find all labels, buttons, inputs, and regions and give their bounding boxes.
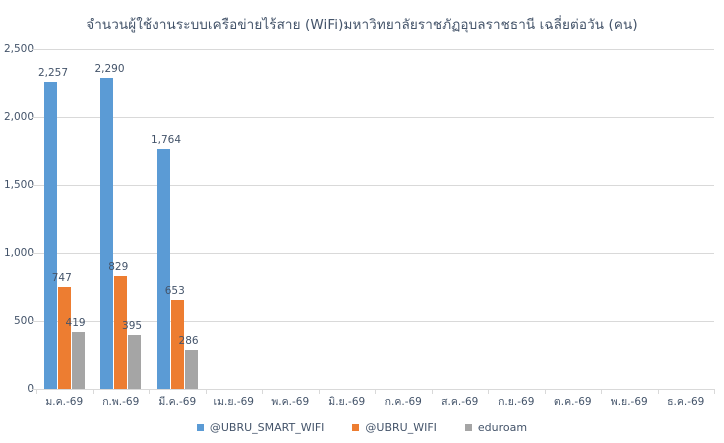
plot-area: 2,257 747 419 2,290 829 395 1,764 653 286 — [32, 49, 715, 394]
x-axis-tick — [262, 389, 263, 394]
y-axis-tick-label: 2,500 — [3, 43, 34, 55]
bar[interactable] — [57, 287, 71, 389]
y-axis-tick — [32, 253, 36, 254]
bar[interactable] — [71, 332, 85, 389]
x-axis-tick-label: ก.ย.-69 — [498, 396, 535, 408]
x-axis-tick-label: พ.ย.-69 — [610, 396, 648, 408]
x-axis-tick — [375, 389, 376, 394]
bar[interactable] — [43, 82, 57, 389]
bar[interactable] — [170, 300, 184, 389]
gridline — [36, 253, 714, 254]
bar-value-label: 2,257 — [37, 67, 68, 80]
bar-value-label: 419 — [65, 317, 86, 330]
x-axis-tick — [205, 389, 207, 394]
legend-swatch-icon — [196, 424, 204, 431]
bar-value-label: 829 — [108, 261, 129, 274]
gridline — [36, 185, 714, 186]
legend-label: eduroam — [477, 421, 528, 434]
y-axis-tick — [32, 117, 36, 118]
legend-swatch-icon — [352, 424, 360, 431]
bar[interactable] — [184, 350, 198, 389]
x-axis-tick — [488, 389, 489, 394]
y-axis-labels: 0 500 1,000 1,500 2,000 2,500 — [0, 0, 34, 443]
legend-item[interactable]: eduroam — [464, 421, 528, 434]
y-axis-tick-label: 0 — [27, 383, 34, 395]
bar-value-label: 1,764 — [150, 134, 181, 147]
y-axis-tick — [32, 389, 36, 390]
gridline — [36, 117, 714, 118]
x-axis-tick-label: ก.ค.-69 — [384, 396, 422, 408]
x-axis-tick-label: มี.ค.-69 — [158, 396, 197, 408]
chart-title: จำนวนผู้ใช้งานระบบเครือข่ายไร้สาย (WiFi)… — [86, 17, 638, 33]
x-axis-labels: ม.ค.-69 ก.พ.-69 มี.ค.-69 เม.ย.-69 พ.ค.-69 มิ.… — [36, 393, 714, 411]
x-axis-tick — [318, 389, 320, 394]
x-axis-tick-label: ก.พ.-69 — [102, 396, 140, 408]
y-axis-tick — [32, 49, 36, 50]
bar-value-label: 2,290 — [94, 62, 125, 75]
bar[interactable] — [114, 276, 128, 389]
x-axis-tick — [714, 389, 715, 394]
x-axis-tick — [431, 389, 433, 394]
bar-value-label: 395 — [122, 320, 143, 333]
y-axis-tick — [32, 321, 36, 322]
y-axis-tick — [32, 185, 36, 186]
x-axis-tick — [92, 389, 94, 394]
x-axis-tick — [601, 389, 602, 394]
x-axis-tick — [36, 389, 37, 394]
bar[interactable] — [100, 77, 114, 389]
gridline — [36, 49, 714, 50]
x-axis-tick-label: ส.ค.-69 — [441, 396, 479, 408]
bar[interactable] — [156, 149, 170, 389]
x-axis-tick-label: พ.ค.-69 — [271, 396, 310, 408]
x-axis-tick — [657, 389, 659, 394]
x-axis-tick — [149, 389, 150, 394]
legend-item[interactable]: @UBRU_WIFI — [352, 421, 437, 434]
x-axis-tick-label: ม.ค.-69 — [45, 396, 84, 408]
x-axis-tick-label: เม.ย.-69 — [213, 396, 255, 408]
bar[interactable] — [128, 335, 142, 389]
bar-value-label: 653 — [164, 285, 185, 298]
y-axis-tick-label: 1,000 — [3, 247, 34, 259]
y-axis-tick-label: 1,500 — [3, 179, 34, 191]
x-axis-tick-label: ธ.ค.-69 — [667, 396, 705, 408]
y-axis-tick-label: 500 — [13, 315, 34, 327]
legend-swatch-icon — [464, 424, 472, 431]
x-axis-tick-label: ต.ค.-69 — [553, 396, 592, 408]
x-axis-tick — [544, 389, 546, 394]
legend-item[interactable]: @UBRU_SMART_WIFI — [196, 421, 325, 434]
gridline — [36, 321, 714, 322]
bar-value-label: 286 — [178, 335, 199, 348]
chart-legend: @UBRU_SMART_WIFI @UBRU_WIFI eduroam — [0, 421, 724, 434]
bar-value-label: 747 — [51, 272, 72, 285]
legend-label: @UBRU_WIFI — [365, 421, 437, 434]
x-axis-tick-label: มิ.ย.-69 — [328, 396, 366, 408]
legend-label: @UBRU_SMART_WIFI — [209, 421, 325, 434]
y-axis-tick-label: 2,000 — [3, 111, 34, 123]
